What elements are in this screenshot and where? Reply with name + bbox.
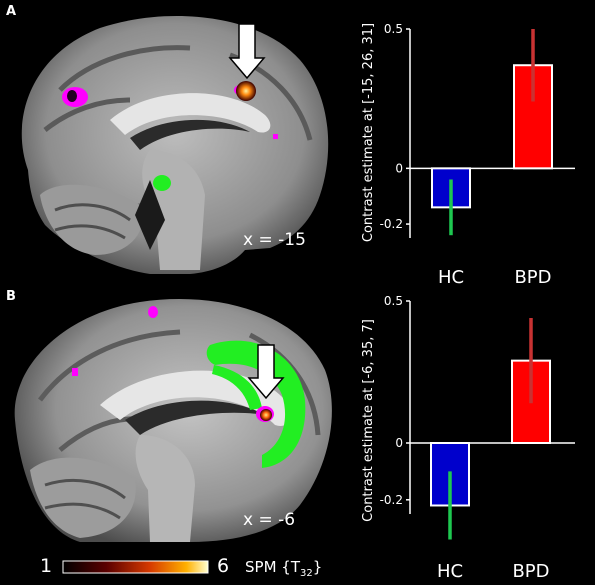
y-tick-label: 0.5 bbox=[384, 22, 403, 36]
y-tick-label: 0.5 bbox=[384, 294, 403, 308]
category-label-bpd: BPD bbox=[512, 561, 549, 582]
cerebellum-a bbox=[40, 184, 143, 255]
panel-b-brain-image bbox=[14, 299, 332, 542]
chart-a: 0.5 0 -0.2 HC BPD bbox=[380, 22, 575, 288]
category-label-hc: HC bbox=[438, 267, 464, 288]
panel-b-letter: B bbox=[6, 289, 16, 304]
arrow-icon-b bbox=[247, 344, 285, 400]
y-tick-label: -0.2 bbox=[380, 217, 403, 231]
y-tick-label: 0 bbox=[395, 436, 403, 450]
colorbar-max-label: 6 bbox=[217, 555, 230, 577]
hot-spot-b bbox=[260, 409, 272, 421]
y-tick-label: 0 bbox=[395, 161, 403, 175]
hot-spot-a bbox=[236, 81, 256, 101]
magenta-cluster-b1 bbox=[148, 306, 158, 318]
brainstem-b bbox=[135, 435, 195, 542]
panel-a-slice-label: x = -15 bbox=[243, 230, 306, 250]
magenta-cluster-b2 bbox=[72, 368, 78, 376]
panel-a-letter: A bbox=[6, 4, 17, 19]
colorbar bbox=[62, 560, 209, 574]
corpus-callosum-a bbox=[110, 93, 271, 135]
green-cluster-b bbox=[206, 340, 306, 468]
arrow-icon-a bbox=[228, 23, 266, 80]
chart-b: 0.5 0 -0.2 HC BPD bbox=[380, 294, 575, 582]
magenta-cluster-a3 bbox=[273, 134, 278, 139]
panel-a-brain-image bbox=[21, 16, 329, 274]
category-label-hc: HC bbox=[437, 561, 463, 582]
chart-b-ylabel: Contrast estimate at [-6, 35, 7] bbox=[360, 318, 376, 522]
y-tick-label: -0.2 bbox=[380, 493, 403, 507]
colorbar-min-label: 1 bbox=[40, 555, 53, 577]
panel-b-slice-label: x = -6 bbox=[243, 510, 296, 530]
colorbar-title: SPM {T32} bbox=[245, 558, 323, 579]
cerebellum-b bbox=[30, 457, 136, 538]
green-cluster-a bbox=[153, 175, 171, 191]
chart-a-ylabel: Contrast estimate at [-15, 26, 31] bbox=[360, 22, 376, 242]
category-label-bpd: BPD bbox=[514, 267, 551, 288]
